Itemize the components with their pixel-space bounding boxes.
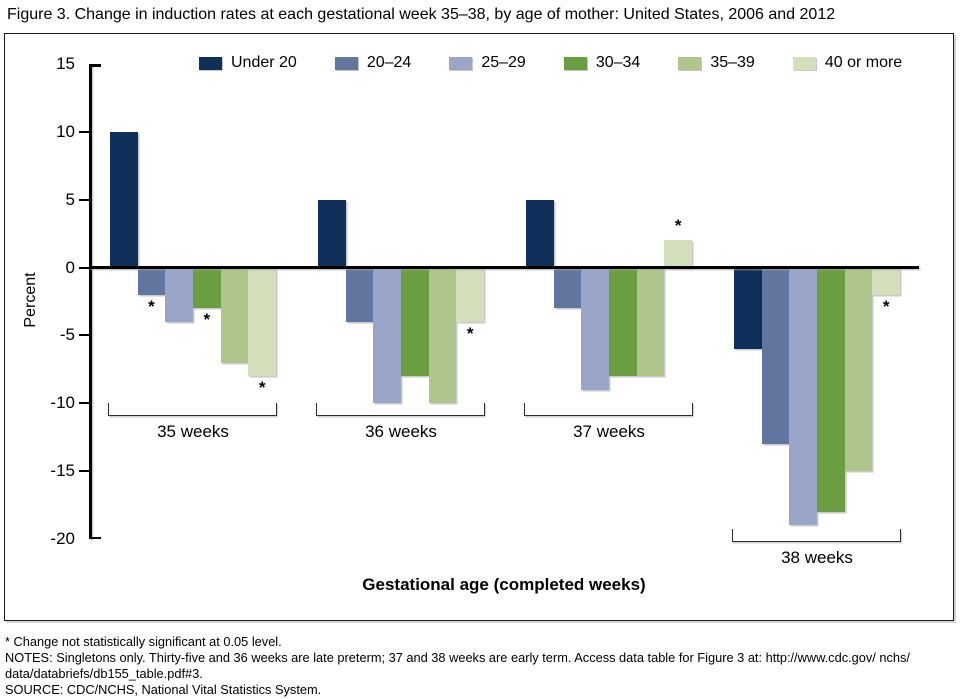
y-tick — [79, 198, 89, 201]
axis-end-cap — [91, 64, 101, 67]
y-tick-label: -20 — [50, 529, 75, 548]
bar — [761, 267, 790, 444]
y-tick — [79, 470, 89, 473]
category-label: 36 weeks — [365, 422, 437, 441]
footnotes: * Change not statistically significant a… — [5, 634, 910, 698]
bar — [636, 267, 665, 377]
not-significant-marker: * — [258, 378, 266, 398]
chart-frame: Under 20 20–24 25–29 30–34 35–39 40 or more P… — [4, 33, 954, 621]
y-tick-label: -5 — [59, 325, 75, 345]
category-bracket — [316, 403, 485, 416]
bar — [220, 267, 249, 363]
legend-label: 40 or more — [824, 54, 903, 71]
bar — [609, 267, 637, 377]
category-label: 35 weeks — [157, 422, 229, 441]
axis-end-cap — [91, 536, 101, 539]
not-significant-marker: * — [203, 310, 211, 330]
legend-item: Under 20 — [199, 54, 297, 72]
category-label: 37 weeks — [573, 422, 645, 441]
footnote-line: data/databriefs/db155_table.pdf#3. — [5, 666, 203, 681]
bar — [248, 267, 276, 377]
category-bracket — [108, 403, 277, 416]
legend-swatch-icon — [678, 56, 702, 70]
bar — [193, 267, 221, 309]
x-axis-title: Gestational age (completed weeks) — [362, 575, 646, 594]
legend-swatch-icon — [334, 56, 358, 70]
legend-swatch-icon — [449, 56, 473, 70]
bar — [373, 267, 401, 404]
y-tick — [79, 266, 89, 269]
footnote-line: SOURCE: CDC/NCHS, National Vital Statist… — [5, 682, 322, 697]
bar — [456, 267, 484, 322]
legend-swatch-icon — [563, 56, 587, 70]
bar — [553, 267, 582, 309]
legend-item: 35–39 — [678, 54, 755, 72]
footnote-line: NOTES: Singletons only. Thirty-five and … — [5, 650, 910, 665]
category-bracket — [732, 529, 901, 542]
bar — [817, 267, 845, 512]
bar — [872, 267, 900, 295]
not-significant-marker: * — [148, 296, 155, 316]
y-tick-label: 15 — [56, 54, 75, 73]
bar — [137, 267, 166, 295]
bar — [318, 199, 346, 268]
bar — [734, 267, 762, 349]
not-significant-marker: * — [466, 323, 474, 343]
legend-item: 30–34 — [563, 54, 641, 72]
y-tick — [79, 402, 89, 405]
figure-title: Figure 3. Change in induction rates at e… — [7, 6, 836, 23]
category-label: 38 weeks — [781, 548, 853, 567]
plot-area: 15 10 5 0 -5 -10 -15 -20 * * * * * * 35 weeks 36 weeks 3… — [50, 54, 919, 567]
zero-baseline — [89, 266, 919, 270]
chart-legend: Under 20 20–24 25–29 30–34 35–39 40 or more — [199, 54, 902, 72]
bar — [165, 267, 193, 322]
footnote-line: * Change not statistically significant a… — [5, 634, 282, 649]
y-tick-label: 0 — [65, 257, 75, 277]
bar — [789, 267, 817, 526]
legend-swatch-icon — [792, 56, 816, 70]
legend-item: 20–24 — [334, 54, 412, 72]
y-tick-label: -15 — [50, 461, 75, 481]
legend-item: 40 or more — [792, 54, 903, 72]
y-tick — [79, 334, 89, 337]
legend-label: 25–29 — [481, 54, 526, 71]
bar — [581, 267, 609, 390]
bar — [110, 131, 138, 268]
bar — [844, 267, 873, 472]
bar — [345, 267, 374, 322]
category-bracket — [524, 403, 693, 416]
legend-item: 25–29 — [449, 54, 526, 72]
y-tick-label: 5 — [65, 189, 75, 209]
bar — [401, 267, 429, 377]
legend-swatch-icon — [199, 56, 222, 70]
y-tick-label: -10 — [50, 393, 75, 413]
legend-label: Under 20 — [231, 54, 297, 71]
legend-label: 30–34 — [595, 54, 641, 71]
y-axis-line — [89, 64, 92, 539]
legend-label: 20–24 — [366, 54, 412, 71]
not-significant-marker: * — [882, 296, 890, 316]
not-significant-marker: * — [674, 216, 682, 236]
y-tick-label: 10 — [56, 121, 75, 141]
bar — [526, 199, 554, 268]
bar — [428, 267, 457, 404]
y-tick — [79, 130, 89, 133]
bar — [664, 240, 692, 268]
legend-label: 35–39 — [710, 54, 755, 71]
